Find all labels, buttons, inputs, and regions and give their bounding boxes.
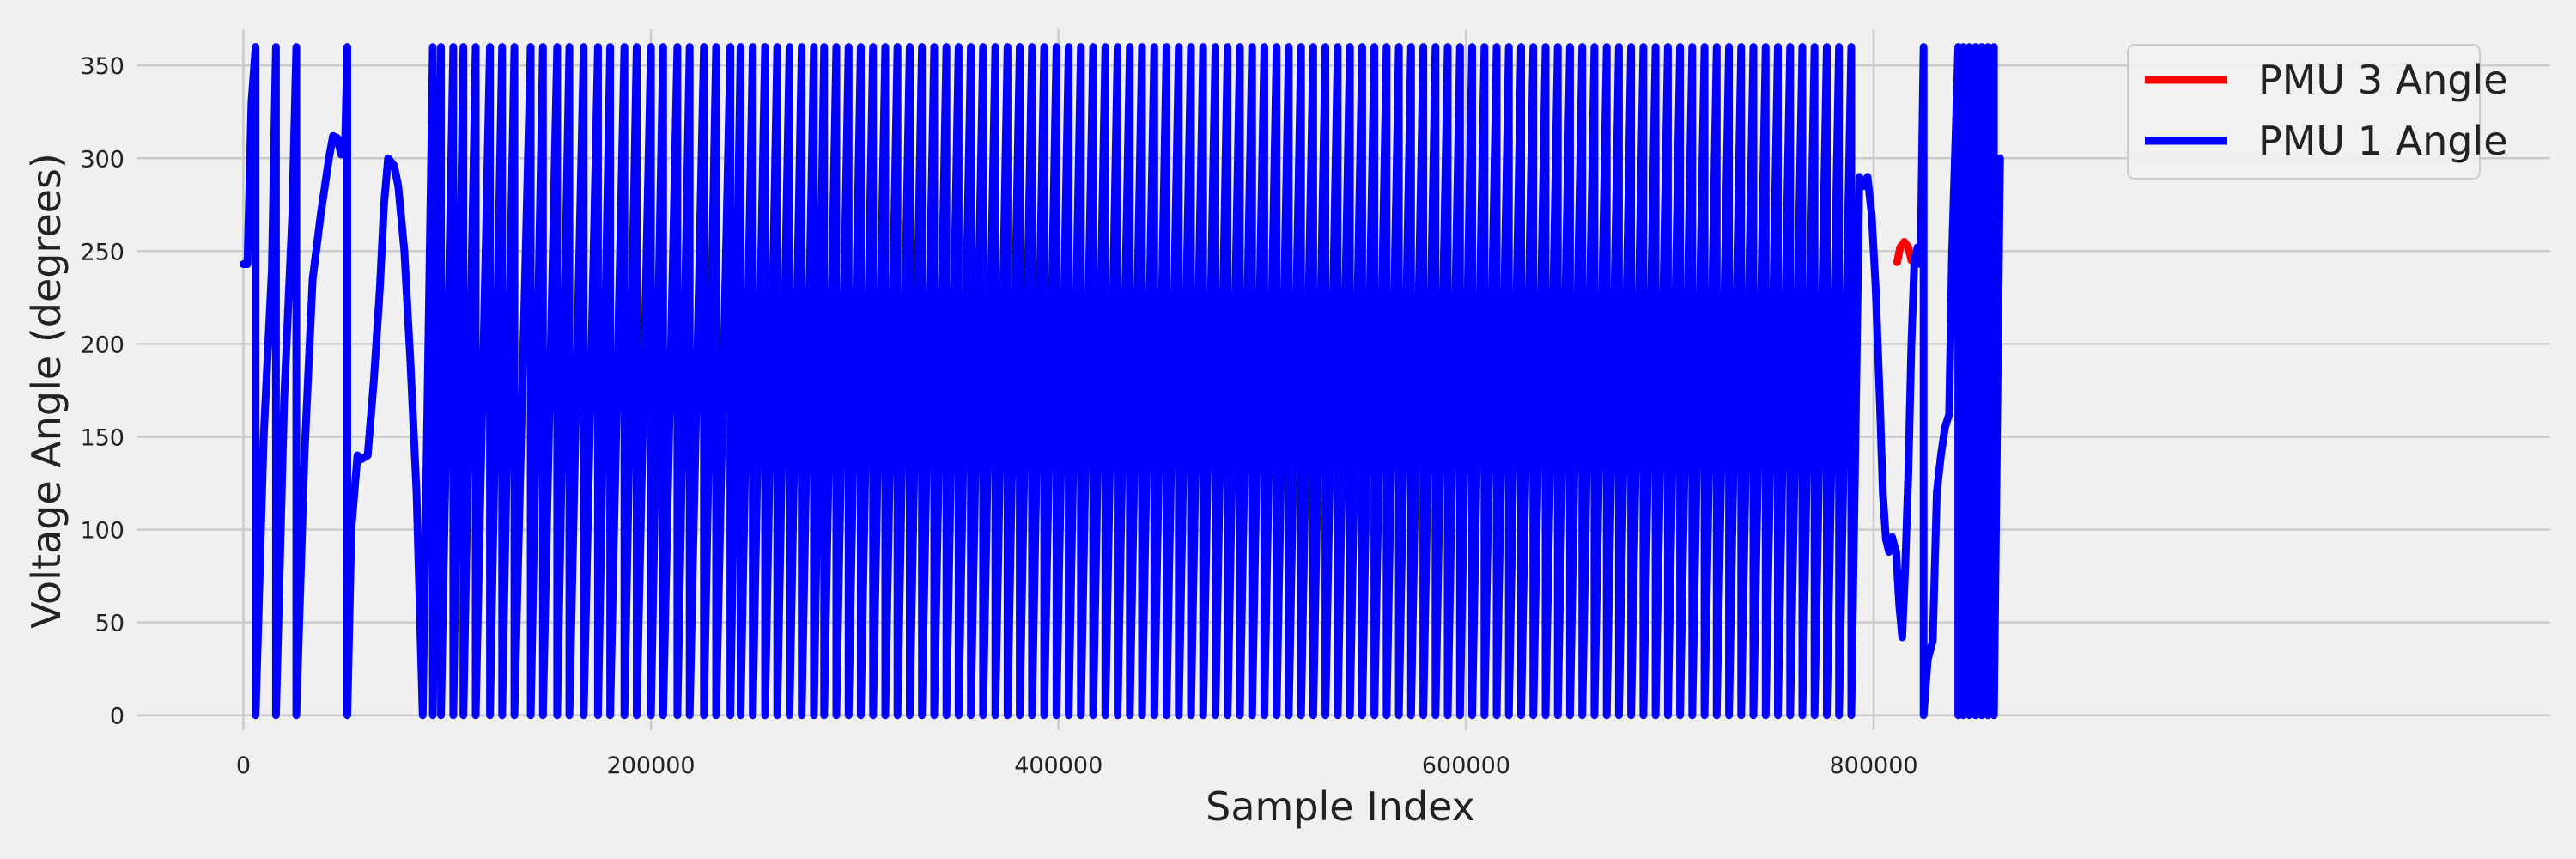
y-tick-label: 150 <box>80 424 125 451</box>
legend: PMU 3 Angle PMU 1 Angle <box>2127 44 2508 180</box>
series-line-pmu3-angle <box>1893 238 1916 266</box>
x-tick-label: 800000 <box>1830 752 1918 779</box>
y-tick-label: 100 <box>80 518 125 545</box>
legend-label-pmu3: PMU 3 Angle <box>2258 57 2508 103</box>
series-lines <box>239 43 2004 720</box>
y-tick-label: 200 <box>80 332 125 358</box>
y-tick-label: 250 <box>80 239 125 265</box>
y-axis-label: Voltage Angle (degrees) <box>23 153 70 629</box>
x-tick-label: 0 <box>236 752 251 779</box>
legend-label-pmu1: PMU 1 Angle <box>2258 118 2508 164</box>
x-tick-label: 400000 <box>1014 752 1103 779</box>
x-tick-label: 200000 <box>607 752 696 779</box>
y-tick-label: 300 <box>80 146 125 173</box>
series-line-pmu1-angle <box>239 43 2004 720</box>
y-tick-label: 350 <box>80 53 125 80</box>
axis-ticks: 0 50 100 150 200 250 300 350 0 200000 400000 600000… <box>80 53 1917 779</box>
y-tick-label: 50 <box>95 611 125 637</box>
x-axis-label: Sample Index <box>1206 783 1475 830</box>
x-tick-label: 600000 <box>1422 752 1510 779</box>
y-tick-label: 0 <box>110 704 125 730</box>
